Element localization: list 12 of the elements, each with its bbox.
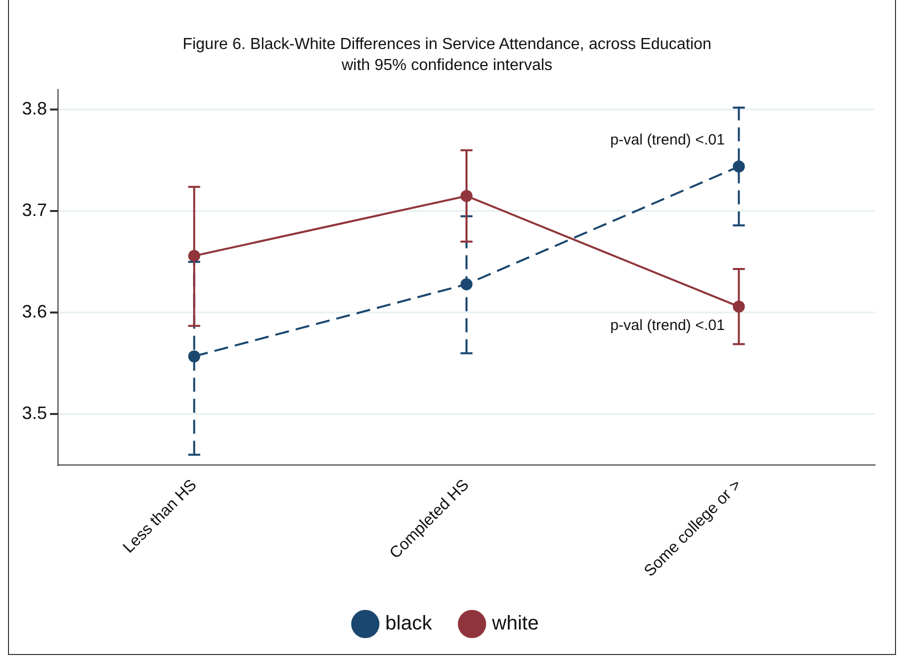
point <box>732 160 745 173</box>
point <box>188 350 200 362</box>
legend-label: black <box>385 612 433 635</box>
annotation: p-val (trend) <.01 <box>610 317 725 334</box>
chart-title: Figure 6. Black-White Differences in Service Attendance, across Education <box>182 36 712 54</box>
annotation: p-val (trend) <.01 <box>610 131 725 148</box>
chart-subtitle: with 95% confidence intervals <box>340 57 552 74</box>
y-tick-label: 3.6 <box>22 302 48 322</box>
y-tick-label: 3.5 <box>22 403 48 424</box>
legend-label: white <box>491 612 539 635</box>
y-tick-label: 3.7 <box>22 200 48 220</box>
y-tick-label: 3.8 <box>22 98 48 119</box>
